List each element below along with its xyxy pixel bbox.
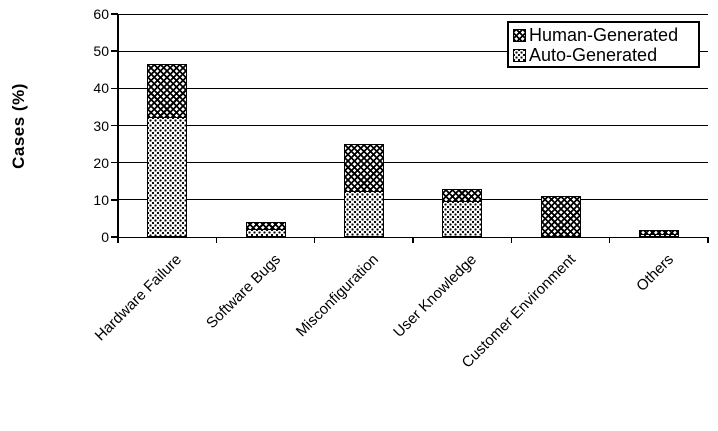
y-axis-line [117,14,119,239]
y-tick-label-60: 60 [93,6,109,22]
y-tick-mark-30 [111,124,118,127]
x-tick-mark-1 [215,237,218,243]
gridline-30 [118,125,708,126]
bar-misconfiguration-human-generated [343,144,384,193]
y-tick-label-40: 40 [93,80,109,97]
x-category-label-user-knowledge: User Knowledge [390,251,481,341]
bar-hardware-failure-auto-generated [147,118,188,237]
y-tick-label-50: 50 [93,43,109,60]
bar-customer-environment-human-generated [540,196,581,237]
y-tick-label-20: 20 [93,154,109,171]
gridline-40 [118,87,708,89]
y-tick-mark-10 [111,199,118,201]
legend-item-human-generated: Human-Generated [513,25,696,45]
x-category-label-hardware-failure: Hardware Failure [91,251,186,345]
gridline-20 [118,162,708,164]
legend-label-auto-generated: Auto-Generated [529,45,658,65]
x-tick-mark-0 [117,237,119,243]
y-tick-label-30: 30 [93,117,109,134]
x-tick-mark-3 [412,237,414,243]
x-tick-mark-2 [313,237,316,243]
bar-user-knowledge-human-generated [442,188,483,202]
y-tick-mark-20 [111,161,118,164]
gridline-10 [118,199,708,201]
y-tick-mark-50 [111,50,118,52]
y-tick-mark-60 [111,13,118,15]
bar-user-knowledge-auto-generated [442,201,483,237]
y-tick-label-10: 10 [93,191,109,208]
x-tick-mark-6 [707,237,709,243]
bar-others-human-generated [638,229,679,236]
y-tick-mark-40 [111,87,118,90]
x-tick-mark-4 [510,237,513,243]
legend: Human-Generated Auto-Generated [507,21,700,68]
bar-software-bugs-human-generated [245,222,286,230]
x-category-label-customer-environment: Customer Environment [458,251,579,372]
dotted-swatch-icon [513,48,526,62]
x-category-label-others: Others [632,251,677,295]
y-tick-label-0: 0 [101,229,109,245]
bar-misconfiguration-auto-generated [343,192,384,237]
bar-hardware-failure-human-generated [147,64,188,119]
x-category-label-software-bugs: Software Bugs [202,251,284,333]
gridline-60 [118,13,708,15]
x-category-label-misconfiguration: Misconfiguration [292,251,382,341]
legend-item-auto-generated: Auto-Generated [513,45,696,65]
x-tick-mark-5 [608,237,611,243]
bar-software-bugs-auto-generated [245,229,286,237]
legend-label-human-generated: Human-Generated [529,25,679,45]
gridline-50 [118,50,708,52]
crosshatch-swatch-icon [513,28,526,42]
y-tick-mark-0 [111,236,118,238]
